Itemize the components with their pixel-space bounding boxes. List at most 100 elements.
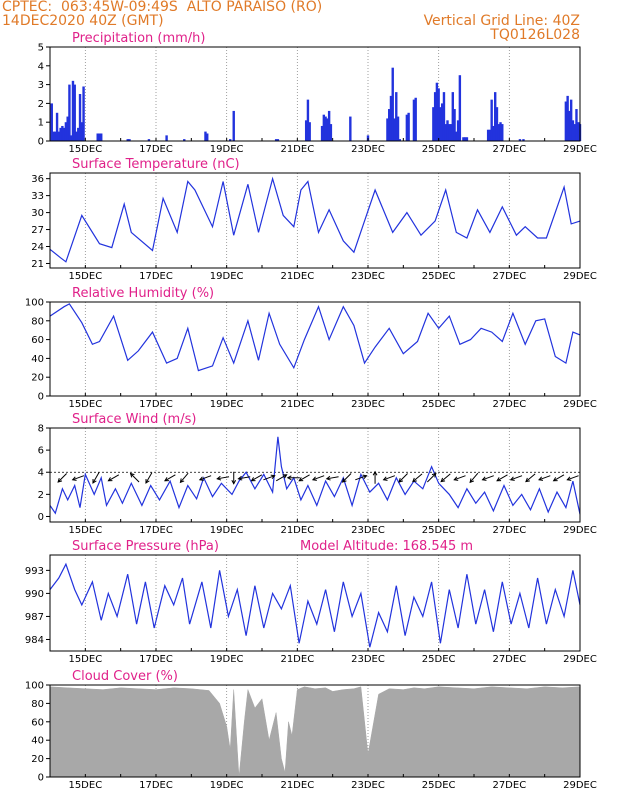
precipitation-bar <box>465 137 469 141</box>
precipitation-bar <box>573 124 576 141</box>
wind-arrow-head <box>525 477 530 483</box>
humidity-ytick-label: 100 <box>25 298 44 309</box>
precipitation-bar <box>458 75 462 141</box>
wind-arrow <box>326 476 339 480</box>
precipitation-bar <box>448 124 451 141</box>
temperature-title: Surface Temperature (nC) <box>72 157 240 172</box>
wind-arrow-head <box>440 477 446 483</box>
precipitation-title: Precipitation (mm/h) <box>72 31 205 46</box>
cloud-cover-xtick-label: 21DEC <box>280 780 314 791</box>
precipitation-bar <box>96 133 99 141</box>
wind-ytick-label: 4 <box>38 468 44 479</box>
precipitation-bar <box>204 131 207 141</box>
precipitation-bar <box>412 99 416 141</box>
wind-arrow-head <box>198 476 204 481</box>
wind-ytick-label: 2 <box>38 490 44 501</box>
precipitation-xtick-label: 25DEC <box>422 144 456 155</box>
precipitation-bar <box>349 116 352 141</box>
wind-arrow-head <box>270 474 276 480</box>
wind-arrow <box>553 474 565 482</box>
precipitation-bar <box>407 112 410 141</box>
precipitation-bar <box>495 107 499 141</box>
wind-xtick-label: 19DEC <box>210 525 244 536</box>
precipitation-bar <box>276 139 280 141</box>
humidity-xtick-label: 21DEC <box>280 399 314 410</box>
precipitation-bar <box>62 127 66 141</box>
wind-arrow-head <box>145 478 150 484</box>
pressure-ytick-label: 993 <box>25 566 44 577</box>
wind-arrow-head <box>469 478 475 484</box>
humidity-title: Relative Humidity (%) <box>72 286 214 301</box>
wind-arrow-head <box>552 477 558 482</box>
precipitation-xtick-label: 29DEC <box>563 144 597 155</box>
precipitation-bar <box>575 109 578 141</box>
pressure-xtick-label: 15DEC <box>68 654 102 665</box>
precipitation-bar <box>78 94 82 141</box>
precipitation-xtick-label: 27DEC <box>492 144 526 155</box>
precipitation-bar <box>568 110 571 141</box>
cloud-cover-xtick-label: 27DEC <box>492 780 526 791</box>
precipitation-bar <box>389 95 393 141</box>
precipitation-bar <box>439 107 442 141</box>
wind-arrow-head <box>129 472 135 478</box>
pressure-ytick-label: 990 <box>25 589 44 600</box>
precipitation-bar <box>52 131 55 141</box>
humidity-ytick-label: 20 <box>31 373 44 384</box>
precipitation-bar <box>522 139 525 141</box>
precipitation-bar <box>147 139 151 141</box>
precipitation-ytick-label: 5 <box>38 43 44 54</box>
precipitation-frame <box>49 46 581 142</box>
precipitation-bar <box>455 131 458 141</box>
cloud-cover-xtick-label: 25DEC <box>422 780 456 791</box>
precipitation-bar <box>206 133 209 141</box>
humidity-ytick-label: 80 <box>31 316 44 327</box>
precipitation-bar <box>501 124 504 141</box>
humidity-xtick-label: 15DEC <box>68 399 102 410</box>
precipitation-bar <box>66 116 69 141</box>
wind-arrow-head <box>92 478 97 484</box>
wind-arrow <box>275 474 287 482</box>
wind-arrow-head <box>481 476 487 481</box>
precipitation-bar <box>490 99 493 141</box>
precipitation-bar <box>395 92 398 141</box>
wind-arrow-head <box>311 476 317 481</box>
precipitation-bar <box>433 92 437 141</box>
cloud-cover-xtick-label: 29DEC <box>563 780 597 791</box>
precipitation-bar <box>566 95 569 141</box>
precipitation-bar <box>442 92 446 141</box>
precipitation-bar <box>68 84 71 141</box>
wind-arrow-head <box>71 476 77 481</box>
pressure-xtick-label: 19DEC <box>210 654 244 665</box>
wind-ytick-label: 0 <box>38 512 44 523</box>
temperature-xtick-label: 17DEC <box>139 271 173 282</box>
wind-xtick-label: 21DEC <box>280 525 314 536</box>
header-station: CPTEC: 063:45W-09:49S ALTO PARAISO (RO) <box>2 0 323 15</box>
wind-ytick-label: 8 <box>38 424 44 435</box>
precipitation-bar <box>183 139 186 141</box>
precipitation-bar <box>165 135 168 141</box>
precipitation-bar <box>569 99 573 141</box>
wind-arrow <box>412 473 423 483</box>
precipitation-bar <box>492 125 495 141</box>
precipitation-bar <box>232 110 235 141</box>
precipitation-bar <box>70 135 73 141</box>
precipitation-bar <box>326 118 329 141</box>
wind-arrow <box>355 475 367 481</box>
wind-arrow <box>238 476 251 480</box>
pressure-xtick-label: 21DEC <box>280 654 314 665</box>
cloud-cover-xtick-label: 23DEC <box>351 780 385 791</box>
precipitation-bar <box>308 122 311 141</box>
precipitation-bar <box>73 84 76 141</box>
wind-arrow <box>342 473 352 483</box>
pressure-ytick-label: 984 <box>25 635 44 646</box>
wind-line <box>49 436 581 515</box>
humidity-xtick-label: 29DEC <box>563 399 597 410</box>
wind-arrow <box>199 475 212 481</box>
wind-arrow <box>298 474 310 482</box>
temperature-ytick-label: 21 <box>31 259 44 270</box>
wind-arrow <box>496 474 508 482</box>
pressure-ytick-label: 987 <box>25 612 44 623</box>
temperature-xtick-label: 29DEC <box>563 271 597 282</box>
precipitation-bar <box>98 133 101 141</box>
